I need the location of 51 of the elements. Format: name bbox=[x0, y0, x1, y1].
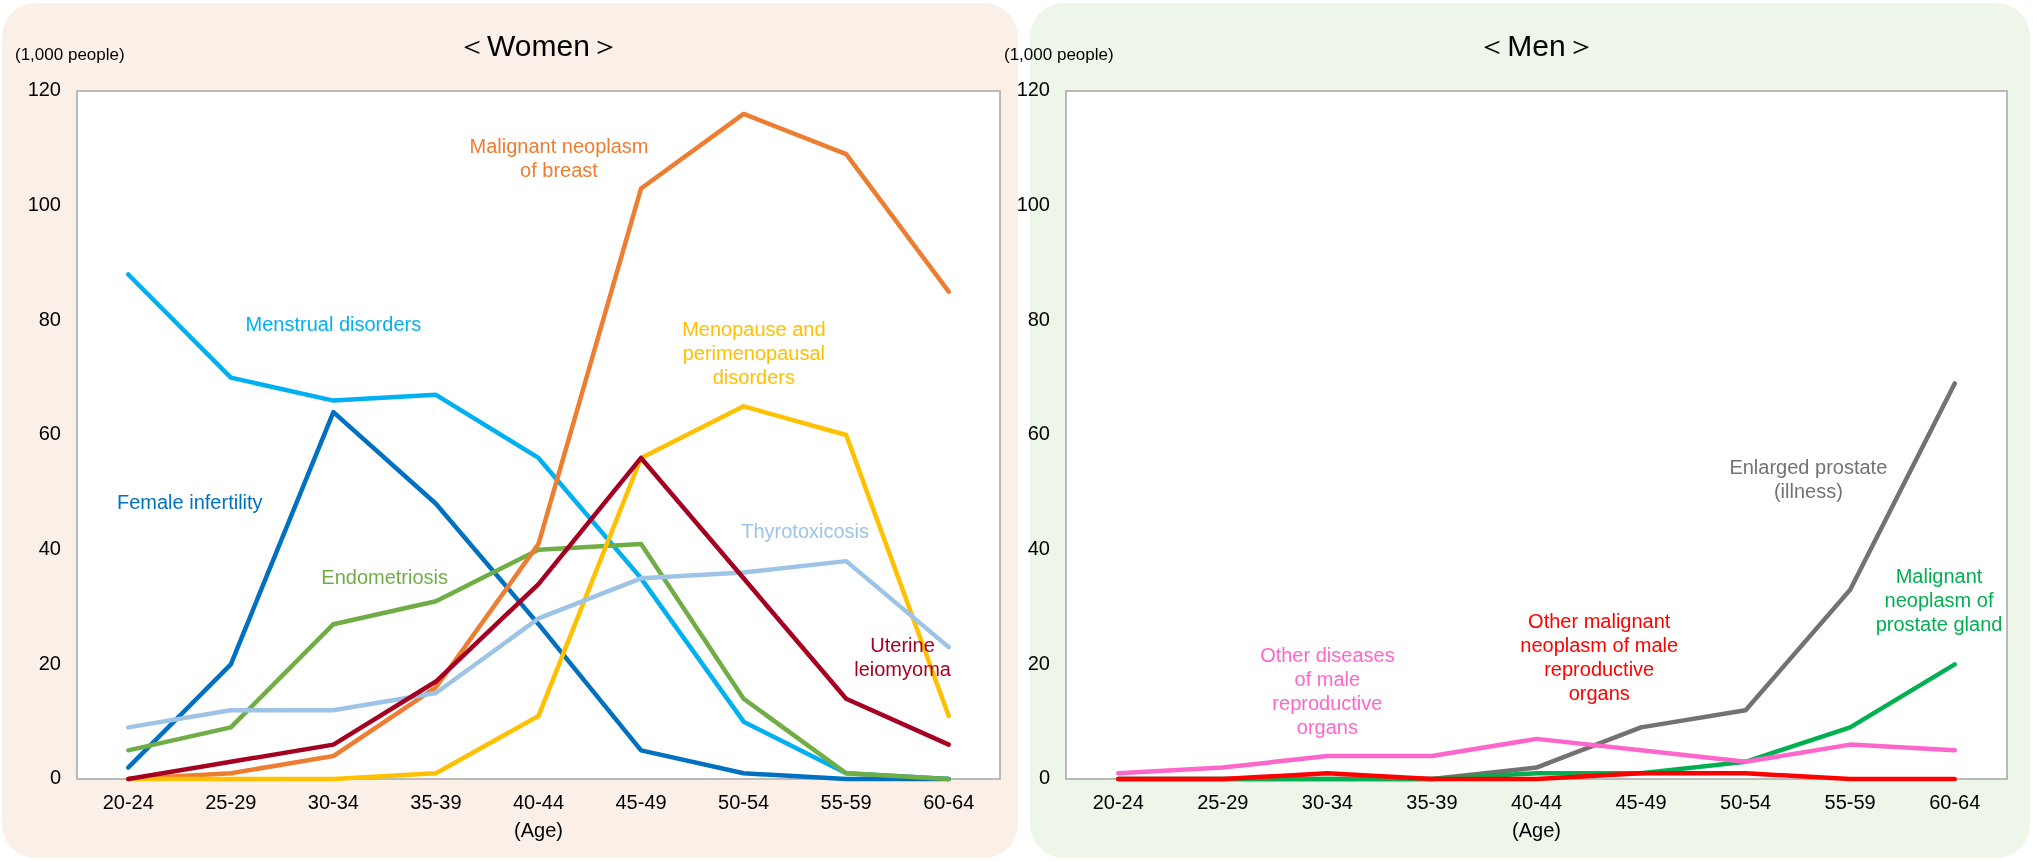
y-tick-label: 80 bbox=[1027, 307, 1050, 330]
x-tick-label: 50-54 bbox=[718, 791, 770, 814]
x-tick-label: 55-59 bbox=[820, 791, 872, 814]
y-tick-label: 100 bbox=[27, 192, 61, 215]
x-tick-label: 40-44 bbox=[512, 791, 565, 814]
y-tick-label: 60 bbox=[1027, 422, 1050, 445]
x-axis-title: (Age) bbox=[514, 819, 563, 842]
series-label: Female infertility bbox=[117, 491, 263, 514]
x-tick-label: 45-49 bbox=[615, 791, 667, 814]
x-tick-label: 20-24 bbox=[102, 791, 154, 814]
x-axis-title: (Age) bbox=[1512, 819, 1561, 842]
y-tick-label: 0 bbox=[49, 766, 61, 789]
x-tick-label: 35-39 bbox=[410, 791, 462, 814]
y-tick-label: 120 bbox=[27, 78, 61, 101]
x-tick-label: 25-29 bbox=[1197, 791, 1249, 814]
series-label: Thyrotoxicosis bbox=[741, 519, 870, 542]
x-tick-label: 60-64 bbox=[1929, 791, 1981, 814]
y-tick-label: 80 bbox=[38, 307, 61, 330]
y-axis-title: (1,000 people) bbox=[1004, 45, 1114, 65]
x-tick-label: 45-49 bbox=[1615, 791, 1667, 814]
y-tick-label: 0 bbox=[1038, 766, 1050, 789]
line-series bbox=[126, 558, 951, 730]
series-label: Enlarged prostate (illness) bbox=[1729, 456, 1888, 503]
y-tick-label: 40 bbox=[1027, 536, 1050, 559]
series-label: Endometriosis bbox=[321, 565, 449, 588]
chart-title: ＜Men＞ bbox=[1477, 28, 1596, 62]
series-label: Other diseases of male reproductive organs bbox=[1260, 644, 1395, 739]
y-tick-label: 20 bbox=[38, 651, 61, 674]
x-tick-label: 60-64 bbox=[923, 791, 975, 814]
chart-title: ＜Women＞ bbox=[457, 28, 620, 62]
y-tick-label: 100 bbox=[1016, 192, 1050, 215]
x-tick-label: 25-29 bbox=[205, 791, 257, 814]
y-tick-label: 40 bbox=[38, 536, 61, 559]
x-tick-label: 35-39 bbox=[1406, 791, 1458, 814]
line-series bbox=[126, 541, 951, 782]
y-tick-label: 20 bbox=[1027, 651, 1050, 674]
text: Other malignant neoplasm of male reproductive organs bbox=[1520, 609, 1679, 704]
x-tick-label: 30-34 bbox=[1301, 791, 1353, 814]
y-tick-label: 120 bbox=[1016, 78, 1050, 101]
text: Menstrual disorders bbox=[245, 313, 422, 336]
x-tick-label: 55-59 bbox=[1824, 791, 1876, 814]
y-tick-label: 60 bbox=[38, 422, 61, 445]
y-axis-title: (1,000 people) bbox=[15, 45, 125, 65]
x-tick-label: 30-34 bbox=[307, 791, 359, 814]
x-tick-label: 40-44 bbox=[1510, 791, 1563, 814]
x-tick-label: 50-54 bbox=[1720, 791, 1772, 814]
line-series bbox=[1116, 736, 1957, 776]
series-label: Malignant neoplasm of breast bbox=[469, 135, 649, 182]
text: Malignant neoplasm of prostate gland bbox=[1875, 564, 2003, 635]
series-label: Menopause and perimenopausal disorders bbox=[682, 318, 826, 389]
x-tick-label: 20-24 bbox=[1092, 791, 1144, 814]
